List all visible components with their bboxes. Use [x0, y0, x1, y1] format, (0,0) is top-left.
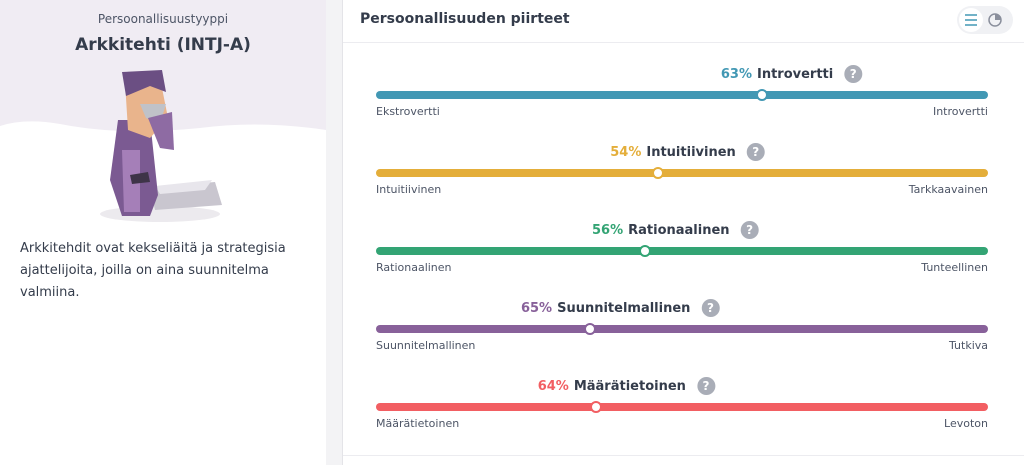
trait-percent: 63% — [720, 66, 752, 82]
sidebar: Persoonallisuustyyppi Arkkitehti (INTJ-A… — [0, 0, 326, 465]
trait-marker — [590, 401, 603, 413]
help-icon[interactable]: ? — [701, 299, 720, 317]
card-title: Persoonallisuuden piirteet — [360, 11, 570, 27]
trait-name: Intuitiivinen — [646, 144, 736, 160]
trait-bar — [376, 247, 988, 255]
trait-percent: 65% — [520, 300, 553, 316]
trait-name: Suunnitelmallinen — [557, 300, 691, 316]
trait-bar — [376, 169, 988, 177]
trait-percent: 56% — [591, 222, 624, 238]
trait-marker — [584, 323, 597, 335]
trait-heading: 64% Määrätietoinen? — [538, 377, 715, 395]
trait-bar — [376, 91, 988, 99]
right-pole: Tutkiva — [948, 339, 988, 352]
kicker: Persoonallisuustyyppi — [97, 12, 229, 26]
help-icon[interactable]: ? — [746, 143, 765, 161]
left-pole: Rationaalinen — [376, 261, 452, 274]
left-pole: Intuitiivinen — [376, 183, 442, 196]
view-toggle[interactable] — [957, 6, 1013, 34]
trait-name: Rationaalinen — [628, 222, 730, 238]
traits-card: Persoonallisuuden piirteet 63% Introvertt… — [342, 0, 1024, 465]
help-icon[interactable]: ? — [844, 65, 863, 83]
trait-heading: 63% Introvertti? — [720, 65, 863, 83]
left-pole: Suunnitelmallinen — [376, 339, 476, 352]
description: Arkkitehdit ovat kekseliäitä ja strategi… — [20, 241, 286, 300]
trait-name: Introvertti — [756, 66, 834, 82]
trait-percent: 54% — [610, 144, 642, 160]
trait-heading: 65% Suunnitelmallinen? — [520, 299, 720, 317]
trait-marker — [755, 89, 768, 101]
right-pole: Tarkkaavainen — [908, 183, 988, 196]
trait-bar — [376, 403, 988, 411]
trait-heading: 54% Intuitiivinen? — [610, 143, 765, 161]
divider — [343, 455, 1024, 456]
trait-marker — [651, 167, 664, 179]
divider — [343, 42, 1024, 43]
trait-heading: 56% Rationaalinen? — [592, 221, 759, 239]
toggle-icons — [959, 8, 1002, 32]
left-pole: Ekstrovertti — [376, 105, 440, 118]
illustration — [0, 0, 326, 222]
trait-marker — [639, 245, 652, 257]
trait-name: Määrätietoinen — [573, 378, 686, 394]
trait-bar — [376, 325, 988, 333]
left-pole: Määrätietoinen — [376, 417, 460, 430]
right-pole: Levoton — [944, 417, 988, 430]
right-pole: Introvertti — [932, 105, 988, 118]
right-pole: Tunteellinen — [921, 261, 988, 274]
type-title: Arkkitehti (INTJ-A) — [75, 35, 251, 55]
trait-percent: 64% — [537, 378, 569, 394]
help-icon[interactable]: ? — [740, 221, 759, 239]
help-icon[interactable]: ? — [696, 377, 715, 395]
